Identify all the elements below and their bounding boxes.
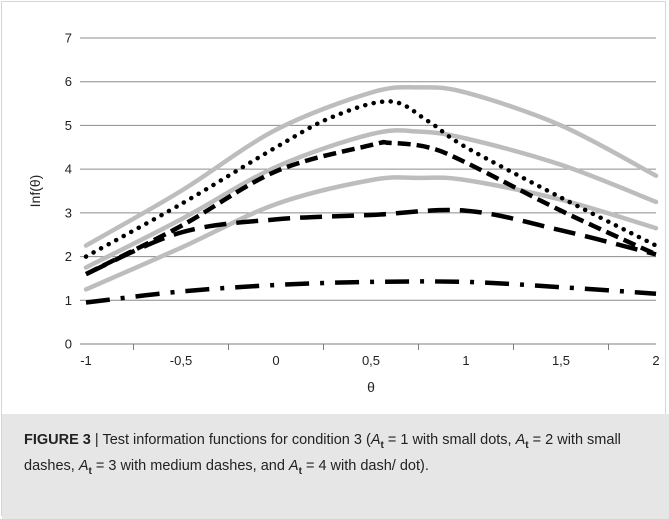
caption-at-4: At [288, 457, 302, 477]
y-tick-label: 5 [65, 118, 72, 133]
series-line-3-gray-solid [83, 175, 659, 292]
y-tick-label: 2 [65, 249, 72, 264]
y-tick-label: 1 [65, 293, 72, 308]
series-line-5-small-dashes [84, 139, 657, 277]
y-tick-label: 7 [65, 31, 72, 46]
x-tick-label: 0 [272, 353, 279, 368]
series-line-4-small-dots [83, 99, 659, 259]
x-tick-label: 1,5 [552, 353, 570, 368]
caption-part-2: = 2 with small dashes, [24, 432, 621, 474]
caption-part-1: = 1 with small dots, [383, 432, 516, 448]
series-line-7-dash-dot [85, 279, 657, 305]
x-tick-label: 0,5 [362, 353, 380, 368]
series-line-2-gray-solid [83, 128, 659, 270]
caption-part-3: = 3 with medium dashes, and [91, 457, 289, 474]
y-tick-label: 6 [65, 74, 72, 89]
x-tick-label: -1 [80, 353, 92, 368]
caption-part-4: = 4 with dash/ dot). [301, 457, 429, 474]
y-tick-label: 3 [65, 205, 72, 220]
caption-at-2: At [515, 432, 529, 451]
x-tick-label: 1 [462, 353, 469, 368]
figure-caption: FIGURE 3 | Test information functions fo… [2, 414, 669, 519]
caption-intro: Test information functions for condition… [102, 432, 371, 448]
y-tick-label: 0 [65, 337, 72, 352]
x-axis-title: θ [367, 379, 375, 395]
caption-at-3: At [78, 457, 92, 477]
test-information-chart: 0 1 2 3 4 5 6 7 -1 -0,5 0 0,5 1 1,5 2 θ Inf(θ) [27, 31, 660, 396]
x-tick-label: -0,5 [170, 353, 192, 368]
series-line-6-medium-dashes [85, 207, 657, 277]
y-axis-title: Inf(θ) [27, 175, 43, 208]
caption-at-1: At [370, 432, 384, 451]
y-tick-label: 4 [65, 162, 72, 177]
series-line-1-gray-solid [83, 84, 659, 248]
caption-label: FIGURE 3 [24, 432, 91, 448]
caption-separator: | [90, 432, 103, 448]
x-tick-label: 2 [652, 353, 659, 368]
